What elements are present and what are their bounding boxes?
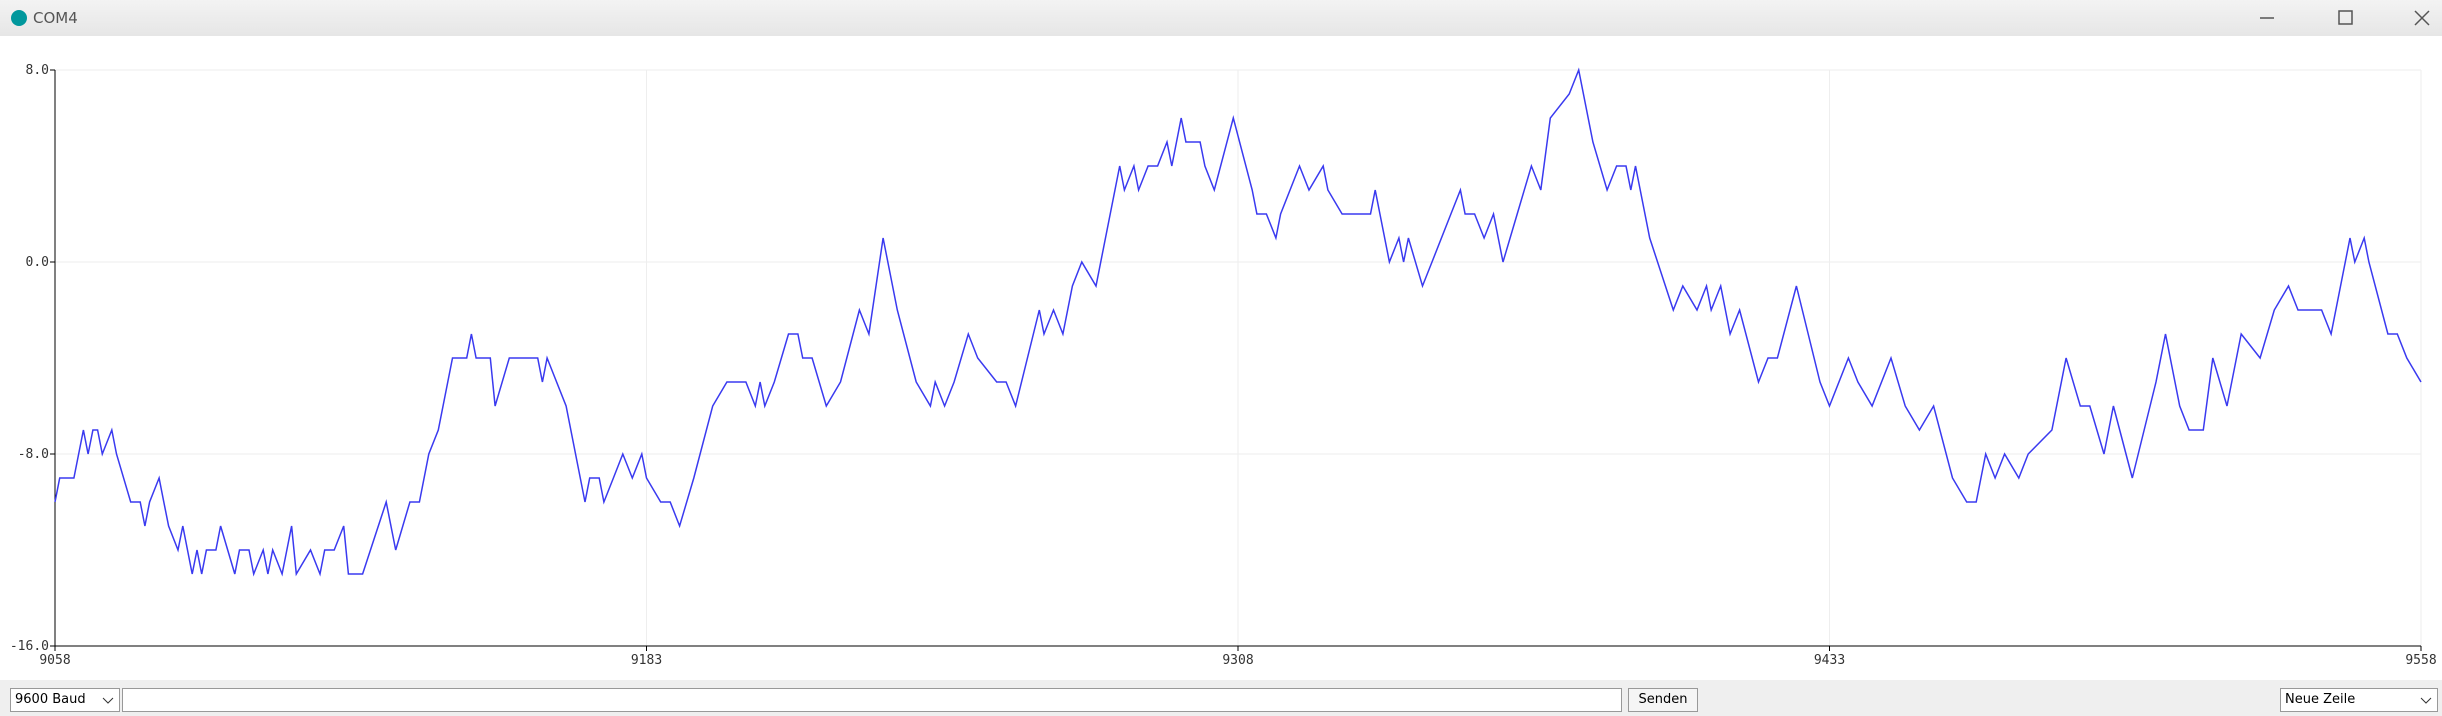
send-text: Senden bbox=[1638, 692, 1688, 707]
baud-select[interactable]: 9600 Baud bbox=[10, 688, 120, 712]
x-tick-label: 9058 bbox=[39, 653, 70, 668]
window-controls[interactable] bbox=[2242, 0, 2442, 36]
data-line bbox=[54, 67, 2422, 577]
x-tick-label: 9308 bbox=[1222, 653, 1253, 668]
x-tick-label: 9558 bbox=[2405, 653, 2436, 668]
line-ending-select[interactable]: Neue Zeile bbox=[2280, 688, 2438, 712]
app-icon bbox=[11, 10, 27, 26]
y-tick-label: -8.0 bbox=[18, 447, 49, 462]
bottom-bar: 9600 Baud Senden Neue Zeile bbox=[0, 680, 2442, 716]
title-bar: COM4 bbox=[0, 0, 2442, 36]
chevron bbox=[102, 697, 114, 704]
line-ending-text: Neue Zeile bbox=[2285, 692, 2356, 707]
y-tick-label: 8.0 bbox=[26, 63, 49, 78]
send-button[interactable]: Senden bbox=[1628, 688, 1698, 712]
y-tick-label: 0.0 bbox=[26, 255, 49, 270]
baud-text: 9600 Baud bbox=[15, 692, 86, 707]
window-title: COM4 bbox=[33, 9, 78, 27]
x-tick-label: 9183 bbox=[631, 653, 662, 668]
x-tick-label: 9433 bbox=[1814, 653, 1845, 668]
message-input[interactable] bbox=[122, 688, 1622, 712]
y-tick-label: -16.0 bbox=[10, 639, 49, 654]
chevron bbox=[2420, 697, 2432, 704]
